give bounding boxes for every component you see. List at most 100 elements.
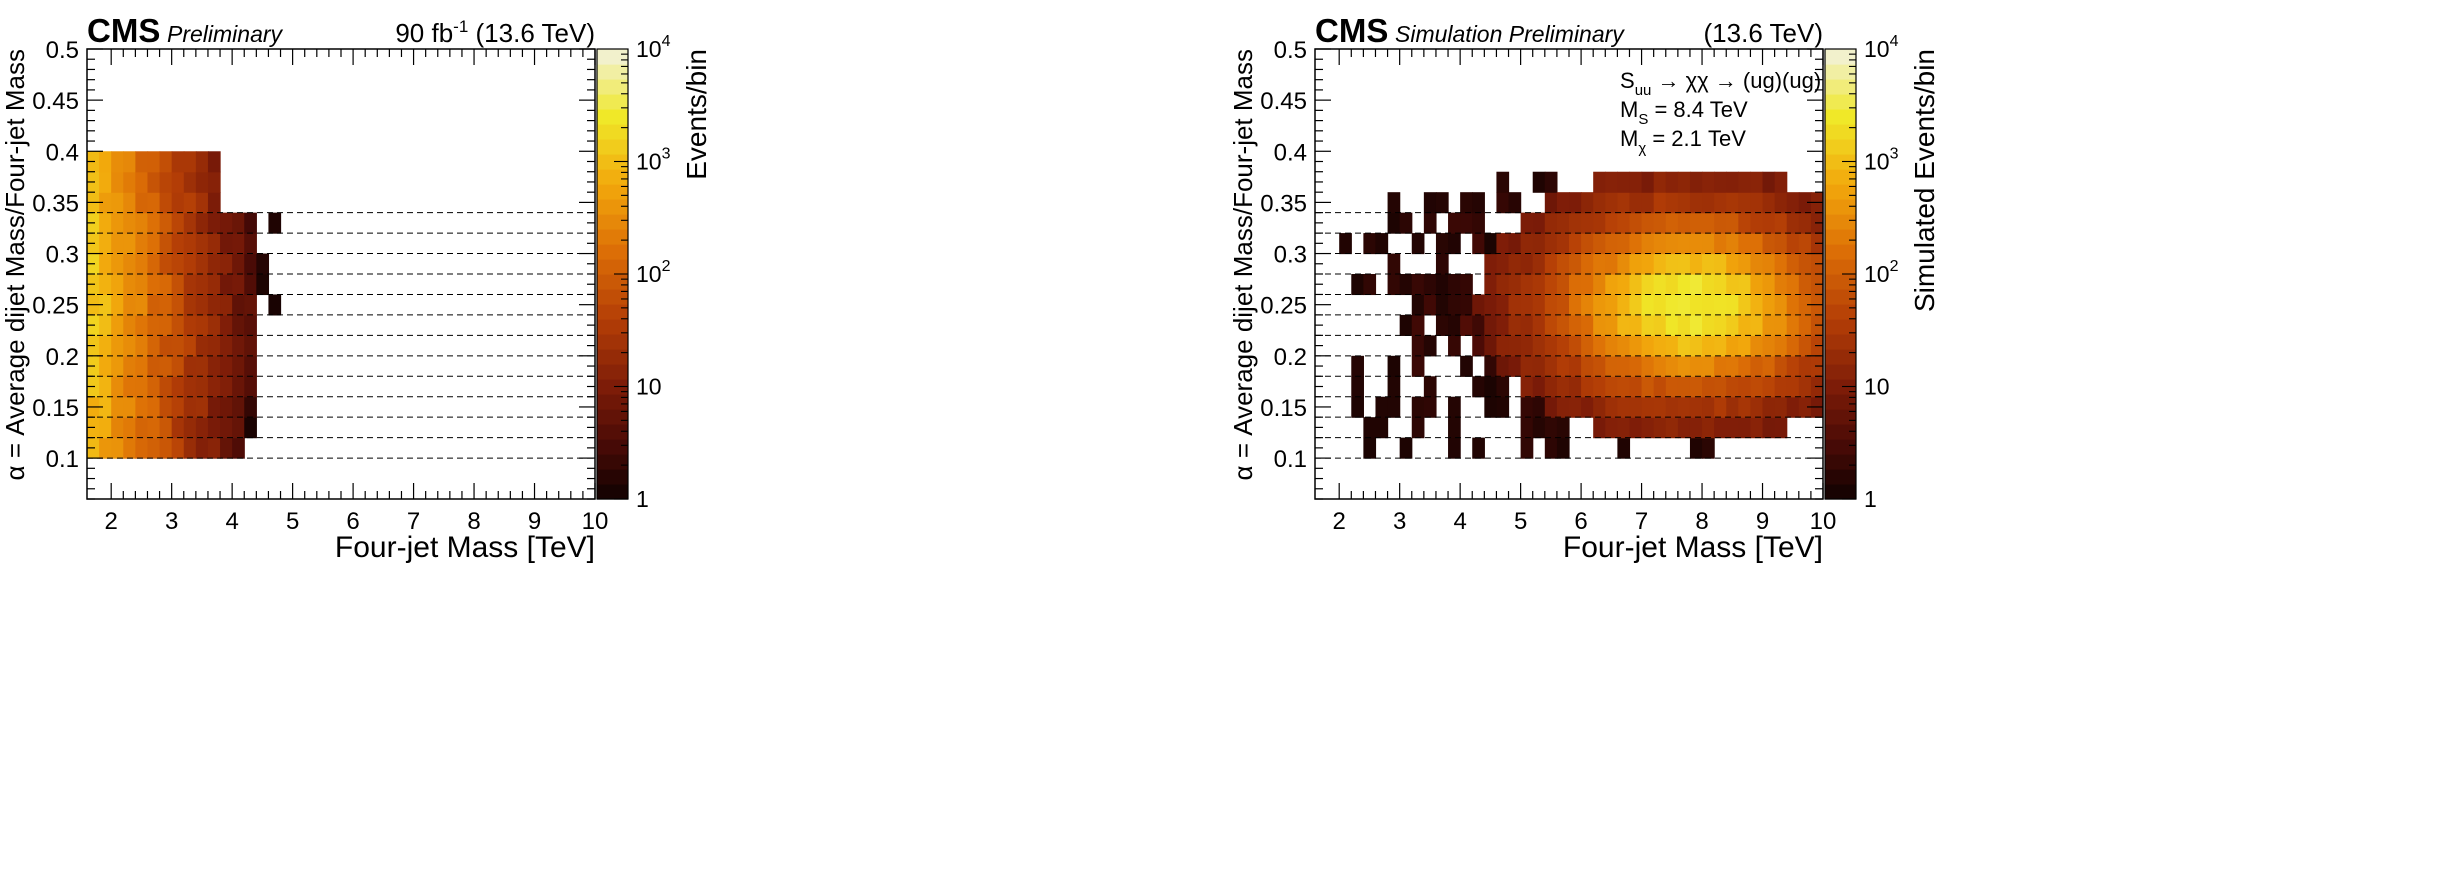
heatmap-cell — [1798, 233, 1812, 255]
heatmap-cell — [1702, 212, 1715, 234]
heatmap-cell — [268, 212, 282, 234]
color-scale-step — [597, 379, 628, 395]
heatmap-cell — [1605, 233, 1618, 255]
heatmap-cell — [1665, 171, 1679, 193]
heatmap-cell — [99, 355, 112, 377]
color-scale-step — [597, 109, 628, 125]
heatmap-cell — [159, 335, 173, 357]
y-tick-label: 0.1 — [1274, 446, 1307, 473]
heatmap-cell — [1714, 417, 1727, 439]
color-scale-step — [597, 289, 628, 305]
heatmap-cell — [1593, 233, 1606, 255]
heatmap-cell — [1677, 396, 1691, 418]
heatmap-cell — [1762, 233, 1776, 255]
heatmap-cell — [1581, 253, 1594, 275]
heatmap-cell — [1702, 335, 1715, 357]
color-scale-step — [1825, 79, 1856, 95]
y-tick-label: 0.15 — [1260, 395, 1307, 422]
heatmap-cell — [1702, 376, 1715, 398]
heatmap-cell — [99, 294, 112, 316]
heatmap-cell — [147, 314, 161, 336]
heatmap-cell — [1460, 274, 1473, 296]
y-tick-label: 0.2 — [46, 344, 79, 371]
color-scale-step — [1825, 394, 1856, 410]
heatmap-cell — [1653, 171, 1667, 193]
y-tick-label: 0.1 — [46, 446, 79, 473]
z-tick-label: 102 — [636, 258, 671, 287]
heatmap-cell — [123, 417, 136, 439]
heatmap-cell — [135, 314, 149, 336]
heatmap-cell — [1653, 233, 1667, 255]
heatmap-cell — [1593, 355, 1606, 377]
heatmap-cell — [1629, 396, 1643, 418]
heatmap-cell — [1508, 314, 1522, 336]
heatmap-cell — [1411, 396, 1425, 418]
color-scale-step — [1825, 439, 1856, 455]
color-scale-step — [1825, 184, 1856, 200]
heatmap-cell — [1726, 274, 1739, 296]
heatmap-cell — [1460, 314, 1473, 336]
z-tick-exponent: 2 — [1890, 258, 1899, 275]
heatmap-cell — [1508, 294, 1522, 316]
heatmap-cell — [1689, 355, 1703, 377]
heatmap-cell — [1629, 171, 1643, 193]
heatmap-cell — [1689, 233, 1703, 255]
heatmap-cell — [1448, 212, 1461, 234]
heatmap-cell — [244, 253, 257, 275]
z-tick-label: 10 — [1864, 374, 1890, 400]
heatmap-cell — [1605, 294, 1618, 316]
heatmap-cell — [1423, 376, 1437, 398]
heatmap-cell — [1520, 437, 1534, 459]
heatmap-cell — [1689, 212, 1703, 234]
heatmap-cell — [1387, 274, 1401, 296]
heatmap-cell — [1677, 212, 1691, 234]
heatmap-cell — [123, 212, 136, 234]
heatmap-cell — [1556, 253, 1570, 275]
heatmap-cell — [1689, 376, 1703, 398]
heatmap-cell — [1629, 274, 1643, 296]
heatmap-cell — [111, 355, 124, 377]
heatmap-cell — [1641, 233, 1655, 255]
heatmap-cell — [1762, 314, 1776, 336]
heatmap-cell — [1641, 253, 1655, 275]
color-scale-step — [1825, 154, 1856, 170]
heatmap-cell — [1617, 314, 1631, 336]
heatmap-cell — [1714, 396, 1727, 418]
heatmap-cell — [1774, 192, 1788, 214]
heatmap-cell — [1605, 417, 1618, 439]
heatmap-cell — [1605, 212, 1618, 234]
heatmap-cell — [159, 212, 173, 234]
heatmap-cell — [159, 171, 173, 193]
heatmap-cell — [1435, 192, 1449, 214]
heatmap-cell — [1544, 274, 1558, 296]
heatmap-cell — [111, 171, 124, 193]
heatmap-cell — [1569, 396, 1582, 418]
heatmap-cell — [1544, 417, 1558, 439]
heatmap-cell — [1605, 253, 1618, 275]
color-scale-step — [597, 439, 628, 455]
status-label: Simulation Preliminary — [1395, 21, 1625, 47]
z-tick-base: 1 — [636, 486, 649, 512]
annotation-main: S — [1620, 68, 1635, 93]
heatmap-cell — [1496, 192, 1510, 214]
heatmap-cell — [111, 192, 124, 214]
heatmap-cell — [1569, 355, 1582, 377]
heatmap-cell — [147, 192, 161, 214]
heatmap-cell — [195, 355, 209, 377]
heatmap-cell — [1472, 192, 1485, 214]
heatmap-cell — [232, 355, 245, 377]
x-tick-label: 7 — [1635, 508, 1648, 535]
heatmap-cell — [1569, 212, 1582, 234]
color-scale-step — [1825, 199, 1856, 215]
heatmap-cell — [1544, 294, 1558, 316]
heatmap-cell — [1774, 253, 1788, 275]
heatmap-cell — [171, 376, 185, 398]
annotation-text: → χχ → (ug)(ug) — [1651, 68, 1821, 93]
heatmap-cell — [1532, 253, 1546, 275]
heatmap-cell — [1726, 212, 1739, 234]
heatmap-cell — [171, 314, 185, 336]
heatmap-cell — [1448, 294, 1461, 316]
heatmap-cell — [1472, 233, 1485, 255]
heatmap-cell — [1448, 437, 1461, 459]
color-scale-step — [1825, 424, 1856, 440]
